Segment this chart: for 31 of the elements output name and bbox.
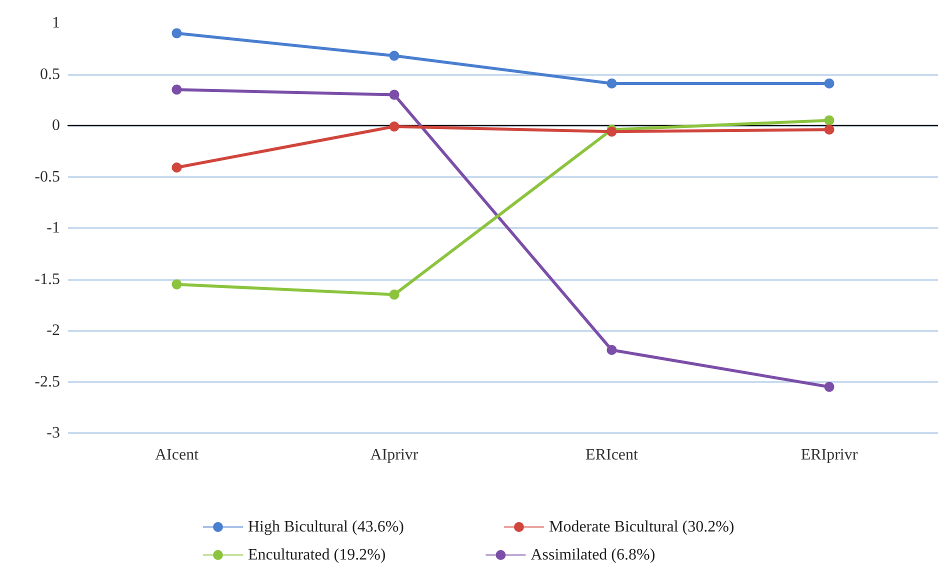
point (606, 344, 617, 355)
x-tick-label: AIprivr (370, 446, 419, 464)
y-tick-label: 0.5 (40, 66, 60, 83)
point (824, 115, 834, 126)
point (172, 279, 182, 290)
point (389, 290, 400, 300)
x-tick-label: ERIprivr (800, 446, 858, 464)
x-tick-label: ERIcent (586, 446, 639, 464)
point (824, 78, 834, 88)
y-tick-label: 0 (52, 117, 60, 134)
y-tick-label: -2 (46, 322, 60, 339)
y-tick-label: -0.5 (34, 168, 60, 186)
point (389, 90, 400, 100)
point (172, 28, 182, 38)
legend-label: Enculturated (19.2%) (248, 546, 386, 564)
y-tick-label: 1 (52, 14, 60, 32)
x-tick-label: AIcent (154, 446, 200, 464)
point (172, 162, 182, 173)
y-tick-label: -1.5 (34, 270, 60, 288)
y-tick-label: -2.5 (34, 373, 60, 390)
legend-label: High Bicultural (43.6%) (248, 518, 404, 536)
point (824, 382, 834, 392)
legend-label: Moderate Bicultural (30.2%) (548, 518, 734, 536)
y-tick-label: -1 (46, 220, 60, 236)
legend-label: Assimilated (6.8%) (530, 546, 656, 564)
point (389, 50, 400, 61)
point (606, 78, 617, 88)
point (824, 124, 834, 135)
y-tick-label: -3 (46, 424, 60, 442)
point (172, 84, 182, 95)
point (389, 122, 400, 132)
